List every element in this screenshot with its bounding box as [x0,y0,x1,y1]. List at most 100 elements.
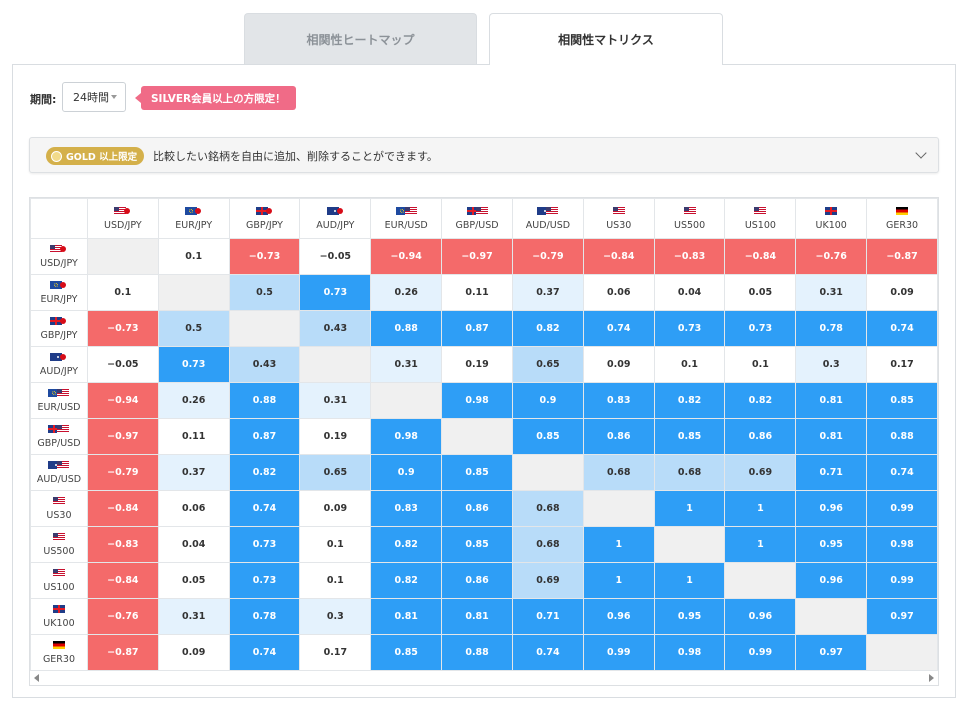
row-label: UK100 [43,617,75,629]
correlation-cell: 1 [653,562,726,599]
correlation-cell: 0.99 [866,562,938,599]
scroll-right-icon[interactable] [929,674,934,682]
period-select[interactable]: 24時間 [62,82,126,112]
us-flag-icon [475,206,488,215]
column-header[interactable]: GER30 [866,198,938,239]
correlation-cell: 0.81 [441,598,513,635]
gold-feature-bar[interactable]: GOLD 以上限定 比較したい銘柄を自由に追加、削除することができます。 [29,137,939,173]
column-label: EUR/USD [384,219,428,231]
correlation-cell: 0.86 [724,418,797,455]
us-flag-icon [404,206,417,215]
column-label: US500 [674,219,706,231]
correlation-cell: −0.84 [582,238,655,275]
correlation-cell: 0.68 [582,454,655,491]
correlation-cell: 0.74 [228,634,301,671]
row-header[interactable]: EUR/USD [30,382,88,419]
row-header[interactable]: US30 [30,490,88,527]
correlation-cell: 1 [724,526,797,563]
correlation-cell: 0.88 [441,634,513,671]
row-header[interactable]: USD/JPY [30,238,88,275]
correlation-cell: 0.05 [724,274,797,311]
correlation-cell: 0.31 [299,382,372,419]
correlation-cell: 0.09 [866,274,938,311]
correlation-cell: 0.74 [228,490,301,527]
row-label: US500 [43,545,75,557]
column-header[interactable]: GBP/JPY [228,198,301,239]
correlation-cell: 0.88 [370,310,443,347]
matrix-corner [30,198,88,239]
row-header[interactable]: GER30 [30,634,88,671]
correlation-cell: 0.73 [228,526,301,563]
de-flag-icon [52,640,65,649]
correlation-cell: 0.65 [511,346,584,383]
column-header[interactable]: EUR/JPY [157,198,230,239]
correlation-cell: 0.82 [228,454,301,491]
column-header[interactable]: US30 [582,198,655,239]
row-header[interactable]: US500 [30,526,88,563]
matrix-panel: 期間: 24時間 SILVER会員以上の方限定！ GOLD 以上限定 比較したい… [12,64,956,698]
chevron-down-icon[interactable] [915,147,927,159]
correlation-cell: 0.95 [653,598,726,635]
correlation-cell: 0.1 [724,346,797,383]
matrix-row: GER30 −0.87 0.09 0.74 0.17 0.85 0.88 0.74 0.99 0.… [30,634,938,671]
correlation-cell: 0.98 [370,418,443,455]
row-header[interactable]: AUD/JPY [30,346,88,383]
row-header[interactable]: US100 [30,562,88,599]
correlation-cell: 0.83 [582,382,655,419]
column-header[interactable]: GBP/USD [441,198,513,239]
correlation-cell: 0.82 [724,382,797,419]
column-header[interactable]: AUD/JPY [299,198,372,239]
column-header[interactable]: US100 [724,198,797,239]
correlation-cell: 0.26 [157,382,230,419]
row-header[interactable]: AUD/USD [30,454,88,491]
column-header[interactable]: AUD/USD [511,198,584,239]
correlation-cell: 0.71 [511,598,584,635]
correlation-cell: 0.74 [866,454,938,491]
correlation-cell: 0.88 [228,382,301,419]
column-label: GER30 [886,219,919,231]
correlation-cell: 0.98 [441,382,513,419]
column-header[interactable]: US500 [653,198,726,239]
tab-heatmap[interactable]: 相関性ヒートマップ [244,13,477,64]
jp-flag-icon [59,317,67,325]
correlation-cell: 0.31 [370,346,443,383]
us-flag-icon [683,206,696,215]
correlation-cell: −0.97 [441,238,513,275]
correlation-cell: 0.87 [228,418,301,455]
row-header[interactable]: EUR/JPY [30,274,88,311]
column-label: AUD/JPY [316,219,355,231]
column-header[interactable]: USD/JPY [86,198,159,239]
column-label: EUR/JPY [175,219,213,231]
correlation-cell: 0.68 [511,490,584,527]
us-flag-icon [50,244,63,253]
row-label: GBP/USD [37,437,81,449]
row-header[interactable]: GBP/JPY [30,310,88,347]
row-header[interactable]: GBP/USD [30,418,88,455]
correlation-cell: 0.68 [653,454,726,491]
tab-matrix[interactable]: 相関性マトリクス [489,13,723,65]
jp-flag-icon [59,281,67,289]
correlation-matrix: USD/JPY EUR/JPY GBP/JPY AUD/JPY EUR/USD GBP/U… [29,197,939,686]
column-label: US100 [744,219,776,231]
correlation-cell: −0.76 [795,238,868,275]
horizontal-scrollbar[interactable] [30,671,938,685]
correlation-cell: 0.73 [228,562,301,599]
correlation-cell: −0.84 [86,490,159,527]
scroll-left-icon[interactable] [34,674,39,682]
period-label: 期間: [30,93,57,106]
column-header[interactable]: UK100 [795,198,868,239]
column-header[interactable]: EUR/USD [370,198,443,239]
correlation-cell: 0.73 [653,310,726,347]
matrix-row: US30 −0.84 0.06 0.74 0.09 0.83 0.86 0.68 1 1 0.96 0… [30,490,938,527]
correlation-cell: 0.43 [299,310,372,347]
jp-flag-icon [336,207,344,215]
row-label: AUD/JPY [39,365,79,377]
correlation-cell: 0.74 [582,310,655,347]
correlation-cell: 0.37 [511,274,584,311]
row-header[interactable]: UK100 [30,598,88,635]
row-label: GER30 [42,653,75,665]
us-flag-icon [57,388,70,397]
de-flag-icon [896,206,909,215]
gb-flag-icon [256,206,268,215]
column-label: AUD/USD [525,219,571,231]
